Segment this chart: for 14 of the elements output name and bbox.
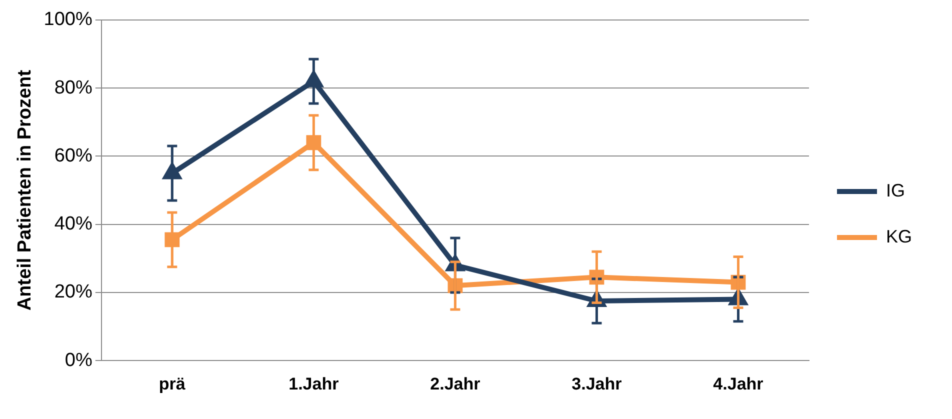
y-tick-label: 100% [44, 9, 92, 30]
legend-label: KG [886, 226, 912, 246]
y-tick-label: 80% [54, 77, 92, 98]
x-tick-label: 2.Jahr [430, 374, 481, 394]
x-tick-label: 4.Jahr [713, 374, 764, 394]
x-tick-label: 3.Jahr [572, 374, 622, 394]
x-tick-label: 1.Jahr [288, 374, 340, 394]
y-tick-label: 20% [54, 282, 92, 303]
legend-label: IG [886, 180, 906, 200]
y-tick-label: 0% [64, 350, 92, 371]
y-tick-label: 40% [54, 214, 92, 235]
y-axis-title: Anteil Patienten in Prozent [14, 69, 36, 311]
y-tick-label: 60% [54, 145, 92, 166]
x-tick-label: prä [158, 374, 186, 394]
